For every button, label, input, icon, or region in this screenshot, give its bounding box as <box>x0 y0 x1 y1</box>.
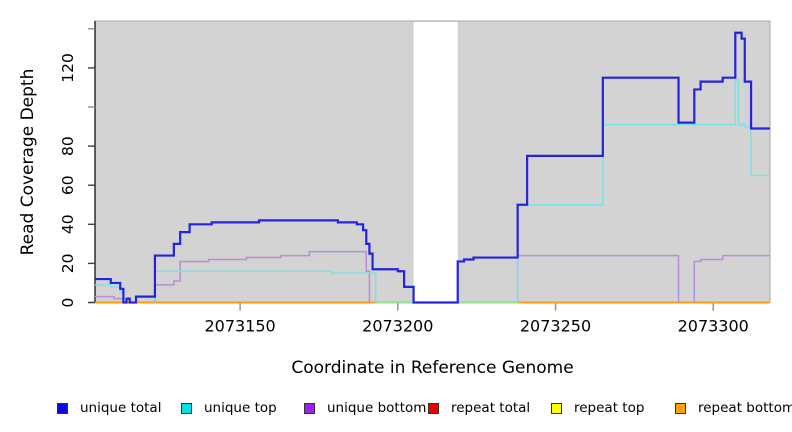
legend-label: repeat top <box>574 400 645 416</box>
legend-item-repeat-total: repeat total <box>428 399 530 417</box>
legend-swatch-unique-bottom <box>304 402 315 414</box>
x-axis-title: Coordinate in Reference Genome <box>291 358 574 378</box>
x-tick-label: 2073150 <box>204 317 275 336</box>
y-tick-label: 80 <box>59 136 77 156</box>
legend-swatch-repeat-top <box>551 402 562 414</box>
legend-item-unique-bottom: unique bottom <box>304 399 426 417</box>
y-tick-label: 20 <box>59 254 77 274</box>
y-tick-label: 0 <box>59 298 77 308</box>
x-tick-label: 2073300 <box>678 317 749 336</box>
y-tick-label: 120 <box>59 53 77 83</box>
legend-item-repeat-bottom: repeat bottom <box>675 399 792 417</box>
y-tick-label: 60 <box>59 175 77 195</box>
series-line-unique-total <box>95 31 770 304</box>
legend-swatch-repeat-total <box>428 402 439 414</box>
x-tick-label: 2073250 <box>520 317 591 336</box>
legend-item-repeat-top: repeat top <box>551 399 644 417</box>
legend-swatch-repeat-bottom <box>675 402 686 414</box>
series-line-unique-bottom <box>95 250 770 303</box>
legend-swatch-unique-total <box>57 402 68 414</box>
legend-swatch-unique-top <box>181 402 192 414</box>
legend-label: unique bottom <box>327 400 427 416</box>
legend-label: repeat bottom <box>698 400 792 416</box>
legend-item-unique-top: unique top <box>181 399 277 417</box>
no-data-gap-band <box>413 22 458 303</box>
legend-label: unique top <box>204 400 277 416</box>
legend: unique total unique top unique bottom re… <box>0 399 792 421</box>
chart-canvas: 0 20 40 60 80 120 2073150 2073200 2073250 2073300 <box>59 20 771 336</box>
legend-label: repeat total <box>451 400 531 416</box>
legend-label: unique total <box>80 400 162 416</box>
y-axis-title: Read Coverage Depth <box>18 68 38 256</box>
legend-item-unique-total: unique total <box>57 399 161 417</box>
x-tick-label: 2073200 <box>362 317 433 336</box>
y-tick-label: 40 <box>59 214 77 234</box>
